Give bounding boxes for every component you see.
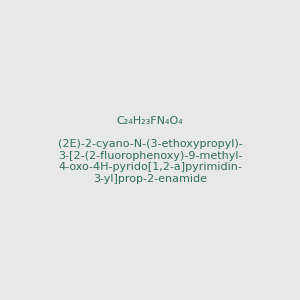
Text: C₂₄H₂₃FN₄O₄

(2E)-2-cyano-N-(3-ethoxypropyl)-
3-[2-(2-fluorophenoxy)-9-methyl-
4: C₂₄H₂₃FN₄O₄ (2E)-2-cyano-N-(3-ethoxyprop… — [58, 116, 242, 184]
